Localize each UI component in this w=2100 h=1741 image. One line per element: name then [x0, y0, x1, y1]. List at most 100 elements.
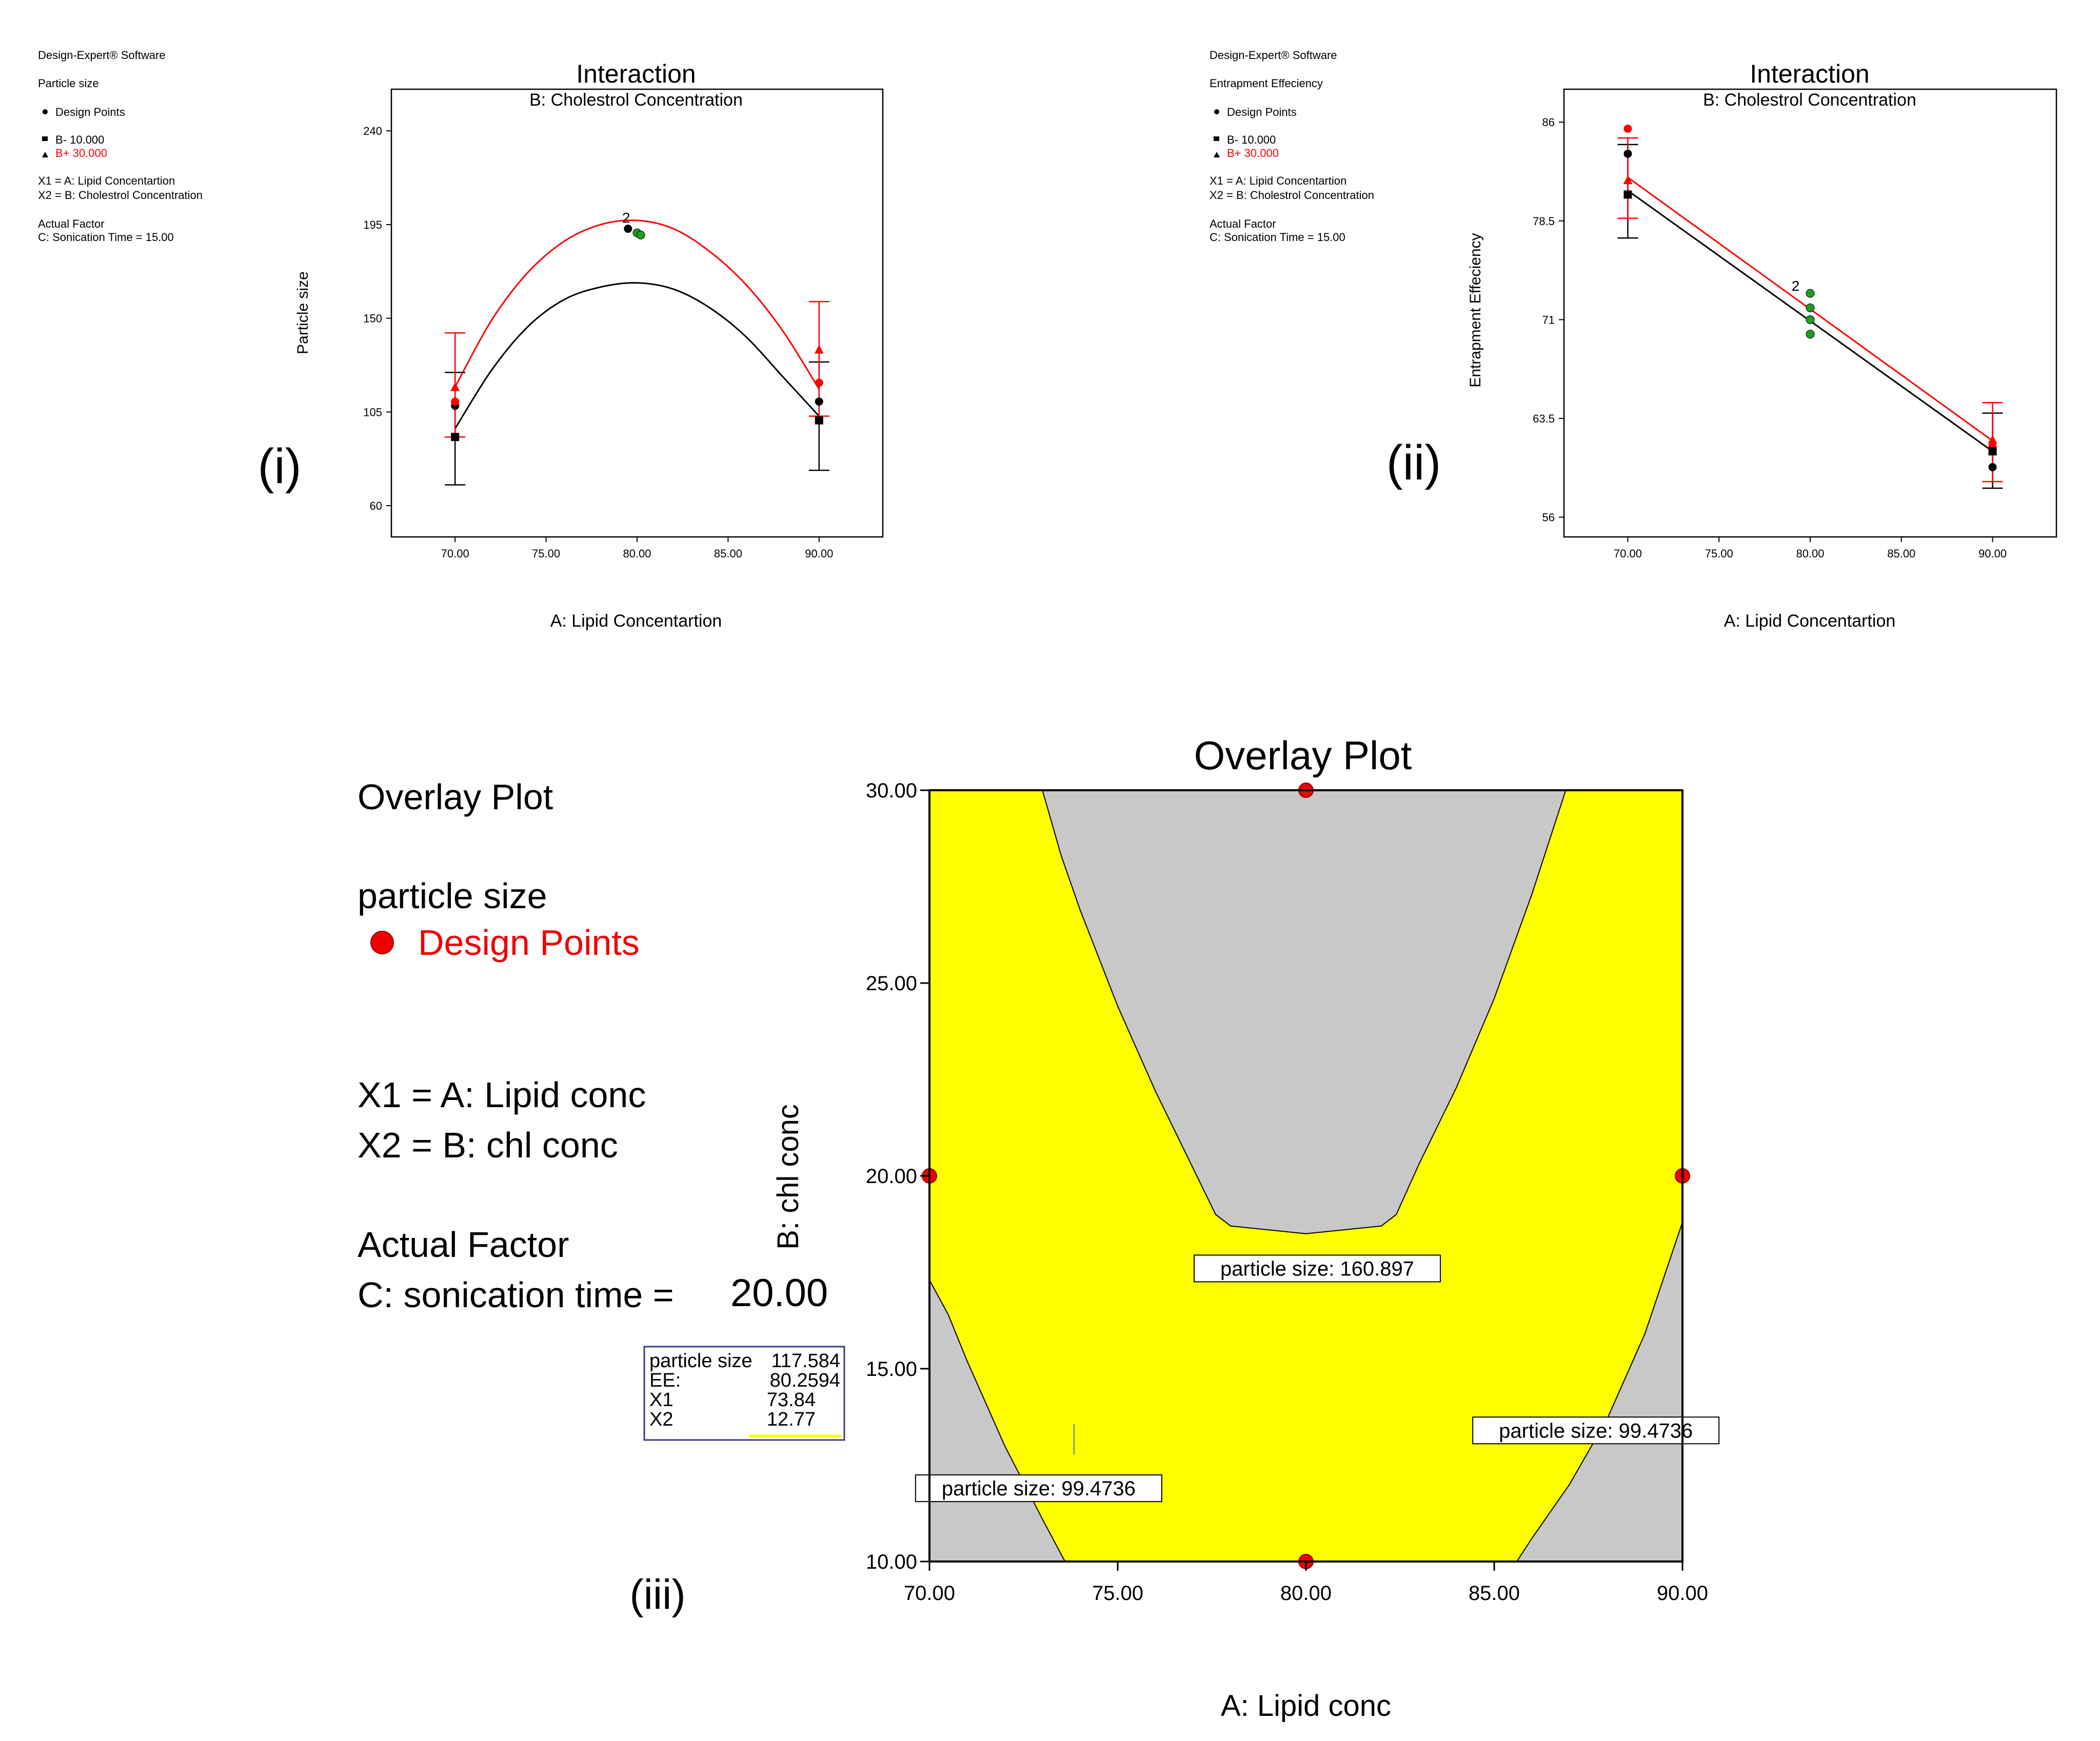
- x-axis-label: A: Lipid Concentartion: [550, 611, 722, 631]
- x-tick-labels: 70.00 75.00 80.00 85.00 90.00: [904, 1582, 1708, 1605]
- design-point-layer: [1623, 125, 1997, 471]
- design-point: [1988, 463, 1997, 471]
- y-tick-labels: 56 63.5 71 78.5 86: [1533, 116, 1555, 524]
- design-point: [1806, 303, 1815, 312]
- x-axis-label: A: Lipid Concentartion: [1724, 611, 1896, 631]
- design-point-square: [1988, 447, 1997, 456]
- point-count-label: 2: [622, 210, 630, 226]
- y-axis-label: B: chl conc: [771, 1104, 805, 1250]
- flag-row-value: 73.84: [767, 1389, 816, 1411]
- legend-response: Particle size: [38, 77, 99, 90]
- y-tick-label: 10.00: [866, 1551, 917, 1573]
- y-axis-label: Particle size: [294, 271, 311, 354]
- legend-design-points: Design Points: [55, 106, 125, 118]
- y-axis-label: Entrapment Effeciency: [1467, 233, 1484, 387]
- legend-triangle-icon: [1214, 152, 1220, 157]
- plot-subtitle: B: Cholestrol Concentration: [1703, 90, 1916, 110]
- flag-row-value: 12.77: [767, 1409, 816, 1430]
- flag-row-label: EE:: [649, 1370, 681, 1391]
- axis-ticks: [1559, 122, 1993, 542]
- x-tick-label: 75.00: [1705, 547, 1733, 560]
- x-tick-label: 90.00: [1978, 547, 2007, 560]
- x-tick-label: 70.00: [1614, 547, 1642, 560]
- flag-row-value: 117.584: [771, 1350, 840, 1372]
- design-point: [1806, 330, 1815, 339]
- y-tick-label: 30.00: [866, 779, 917, 802]
- legend-design-point-icon: [370, 931, 394, 954]
- x-tick-label: 80.00: [1280, 1582, 1332, 1605]
- flag-row-label: X2: [649, 1409, 673, 1430]
- design-point: [1623, 125, 1632, 133]
- x-tick-label: 85.00: [1469, 1582, 1520, 1605]
- y-tick-label: 60: [370, 499, 382, 512]
- legend-b-minus: B- 10.000: [55, 133, 104, 146]
- legend-heading: Overlay Plot: [358, 777, 553, 817]
- design-point-layer: [450, 225, 824, 442]
- flag-row-label: particle size: [649, 1350, 752, 1372]
- design-point-triangle: [1988, 434, 1997, 444]
- design-point: [451, 397, 460, 406]
- y-tick-label: 240: [363, 125, 382, 137]
- contour-label-box: [1194, 1254, 1441, 1283]
- legend-x1: X1 = A: Lipid conc: [358, 1075, 646, 1115]
- design-point: [1806, 315, 1815, 324]
- y-tick-label: 15.00: [866, 1358, 917, 1380]
- contour-label-box: [1472, 1416, 1720, 1445]
- legend-design-points: Design Points: [1227, 106, 1297, 118]
- plot-title: Overlay Plot: [1194, 733, 1412, 778]
- x-tick-label: 70.00: [441, 547, 469, 560]
- contour-label: particle size: 160.897: [1220, 1257, 1414, 1280]
- panel-label: (i): [257, 439, 301, 494]
- point-label-layer: 2: [622, 210, 630, 226]
- legend-square-icon: [42, 136, 48, 141]
- y-tick-labels: 60 105 150 195 240: [363, 125, 382, 512]
- legend-x2: X2 = B: Cholestrol Concentration: [1210, 189, 1374, 202]
- y-tick-label: 56: [1542, 511, 1555, 524]
- point-label-layer: 2: [1792, 278, 1800, 294]
- y-tick-label: 86: [1542, 116, 1555, 129]
- y-tick-label: 25.00: [866, 972, 917, 995]
- design-point: [1806, 289, 1815, 298]
- panel-label: (ii): [1386, 435, 1441, 490]
- plot-title: Interaction: [576, 59, 696, 88]
- legend-x2: X2 = B: chl conc: [358, 1125, 618, 1165]
- legend-design-points: Design Points: [418, 923, 640, 963]
- legend-b-plus: B+ 30.000: [55, 147, 107, 159]
- legend-triangle-icon: [42, 152, 48, 157]
- x-tick-label: 80.00: [1796, 547, 1824, 560]
- y-tick-labels: 10.00 15.00 20.00 25.00 30.00: [866, 779, 917, 1573]
- design-point-square: [815, 416, 823, 425]
- legend-factor-c-label: C: sonication time =: [358, 1275, 674, 1315]
- legend-b-plus: B+ 30.000: [1227, 147, 1279, 159]
- legend-x2: X2 = B: Cholestrol Concentration: [38, 189, 203, 202]
- series-line-b-minus: [454, 282, 820, 429]
- legend-design-point-icon: [1214, 109, 1219, 114]
- series-line-b-plus: [454, 219, 820, 390]
- overlay-legend: Overlay Plot particle size Design Points…: [358, 777, 828, 1315]
- y-tick-label: 63.5: [1533, 412, 1555, 425]
- flag-frame: [643, 1346, 845, 1441]
- legend-panel-i: Design-Expert® Software Particle size De…: [38, 49, 203, 244]
- design-point-triangle: [814, 345, 824, 354]
- legend-factor-c-value: 20.00: [730, 1271, 828, 1315]
- x-tick-label: 85.00: [1887, 547, 1915, 560]
- panel-label: (iii): [629, 1571, 685, 1618]
- point-count-label: 2: [1792, 278, 1800, 294]
- contour-label: particle size: 99.4736: [942, 1477, 1136, 1500]
- x-tick-label: 75.00: [532, 547, 560, 560]
- flag-row-value: 80.2594: [770, 1370, 840, 1391]
- design-point: [624, 225, 632, 233]
- y-tick-label: 78.5: [1533, 215, 1555, 228]
- legend-factor-c: C: Sonication Time = 15.00: [1210, 231, 1345, 244]
- legend-actual-factor: Actual Factor: [1210, 217, 1276, 230]
- design-point-square: [1623, 190, 1632, 199]
- x-tick-label: 80.00: [623, 547, 651, 560]
- plot-subtitle: B: Cholestrol Concentration: [529, 90, 743, 110]
- y-tick-label: 195: [363, 218, 382, 231]
- contour-layer: particle size: 160.897 particle size: 99.…: [915, 783, 1720, 1569]
- legend-x1: X1 = A: Lipid Concentartion: [1210, 174, 1346, 187]
